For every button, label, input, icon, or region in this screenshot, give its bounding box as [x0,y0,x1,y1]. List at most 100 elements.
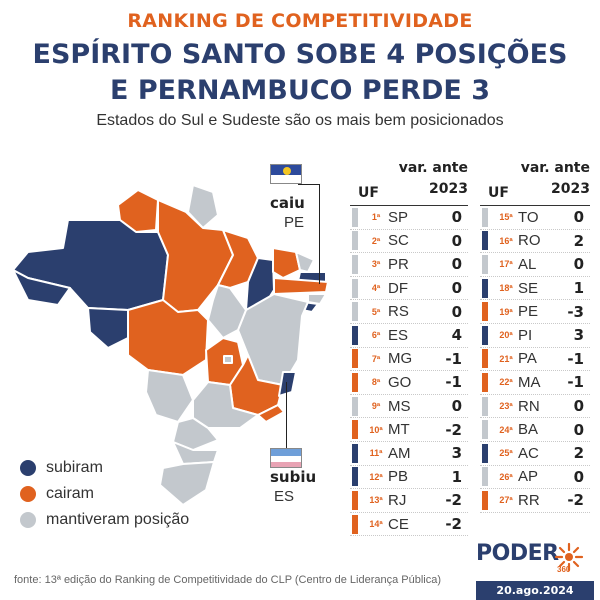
legend-item-same: mantiveram posição [20,507,189,533]
status-bar [352,302,358,322]
variation-cell: 4 [451,326,462,345]
subtitle: Estados do Sul e Sudeste são os mais bem… [96,112,504,129]
table-row: 10ª MT -2 [350,418,468,442]
status-bar [352,443,358,463]
ranking-table-right: UF var. ante 2023 15ª TO 0 16ª RO 2 17ª AL 0 18ª S… [480,156,590,513]
uf-cell: MS [388,397,411,415]
status-bar [352,396,358,416]
map-svg [12,184,329,506]
state-al [307,293,327,305]
rank-label: 8ª [371,377,381,388]
date-badge: 20.ago.2024 [476,581,594,600]
legend-dot-up [20,460,36,476]
rank-label: 5ª [371,306,381,317]
status-bar [482,420,488,440]
rank-label: 18ª [499,283,513,294]
status-bar [482,372,488,392]
state-ma [217,229,259,289]
legend-dot-down [20,486,36,502]
state-ap [187,184,219,229]
status-bar [482,302,488,322]
ranking-table-left: UF var. ante 2023 1ª SP 0 2ª SC 0 3ª PR 0 4ª DF 0 5ª… [350,156,468,537]
sun-logo-icon [554,542,584,572]
col-var-header-line1: var. ante [398,160,468,176]
uf-cell: SE [518,279,539,297]
rank-label: 22ª [499,377,513,388]
rank-label: 23ª [499,401,513,412]
status-bar [352,231,358,251]
uf-cell: RS [388,303,409,321]
legend-dot-same [20,512,36,528]
state-ms [145,369,194,423]
es-callout-label: subiu [270,468,317,486]
variation-cell: -1 [567,349,584,368]
table-row: 14ª CE -2 [350,513,468,537]
state-ac [12,269,71,306]
variation-cell: 3 [451,444,462,463]
pernambuco-flag [270,164,302,184]
uf-cell: RN [518,397,540,415]
variation-cell: 0 [573,420,584,439]
rank-label: 10ª [369,424,383,435]
rank-label: 12ª [369,471,383,482]
uf-cell: TO [518,208,539,226]
state-sc [172,441,219,465]
state-ro [87,307,129,349]
legend-label: cairam [46,485,95,502]
legend-item-down: cairam [20,481,189,507]
headline-line-1: ESPÍRITO SANTO SOBE 4 POSIÇÕES [32,39,568,70]
status-bar [482,278,488,298]
table-row: 24ª BA 0 [480,418,590,442]
status-bar [352,278,358,298]
variation-cell: 0 [451,231,462,250]
uf-cell: AM [388,444,411,462]
table-row: 8ª GO -1 [350,371,468,395]
espirito-santo-flag [270,448,302,468]
pe-callout-line [298,184,320,284]
variation-cell: -2 [445,491,462,510]
table-row: 16ª RO 2 [480,230,590,254]
table-row: 2ª SC 0 [350,230,468,254]
table-row: 12ª PB 1 [350,466,468,490]
rank-label: 21ª [499,353,513,364]
table-row: 6ª ES 4 [350,324,468,348]
rank-label: 27ª [499,495,513,506]
uf-cell: SC [388,232,409,250]
variation-cell: 2 [573,231,584,250]
rank-label: 9ª [371,401,381,412]
status-bar [482,396,488,416]
pe-callout-label: caiu [270,194,305,212]
variation-cell: 0 [451,208,462,227]
state-df [223,355,233,364]
rank-label: 6ª [371,330,381,341]
state-to [207,284,247,339]
state-rj [257,404,285,423]
status-bar [352,207,358,227]
status-bar [482,490,488,510]
status-bar [352,490,358,510]
poder360-logo: PODER [476,541,559,566]
status-bar [352,372,358,392]
table-row: 23ª RN 0 [480,395,590,419]
uf-cell: PI [518,326,533,344]
uf-cell: RO [518,232,541,250]
uf-cell: RJ [388,491,407,509]
status-bar [352,514,358,534]
table-row: 13ª RJ -2 [350,489,468,513]
table-row: 19ª PE -3 [480,300,590,324]
table-row: 27ª RR -2 [480,489,590,513]
col-var-header: var. ante 2023 [521,158,590,200]
rank-label: 19ª [499,306,513,317]
table-row: 1ª SP 0 [350,206,468,230]
table-header: UF var. ante 2023 [350,156,468,206]
uf-cell: AP [518,468,539,486]
kicker: RANKING DE COMPETITIVIDADE [127,10,473,32]
status-bar [482,349,488,369]
status-bar [352,420,358,440]
pe-callout-uf: PE [284,214,305,231]
rank-label: 13ª [369,495,383,506]
state-mt [127,299,209,376]
logo-sub: 360 [557,565,571,574]
legend-item-up: subiram [20,455,189,481]
rank-label: 26ª [499,471,513,482]
